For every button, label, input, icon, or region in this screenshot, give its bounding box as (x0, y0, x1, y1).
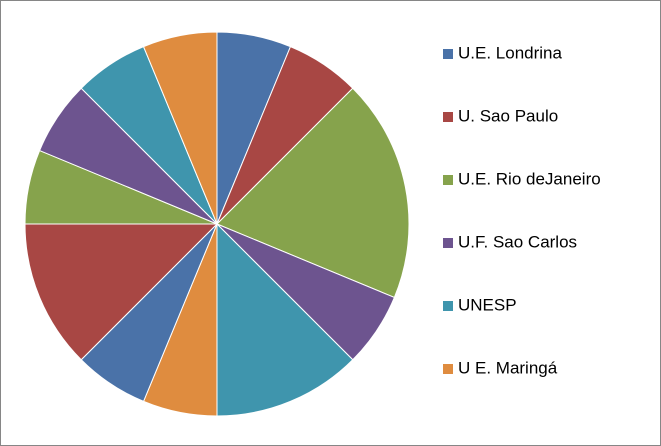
legend-label: U. Sao Paulo (458, 106, 558, 125)
legend-swatch (443, 112, 453, 122)
legend-swatch (443, 238, 453, 248)
legend-label: U.E. Rio deJaneiro (458, 169, 601, 188)
pie-slice (24, 223, 219, 361)
pie-slice (216, 87, 410, 299)
legend-swatch (443, 175, 453, 185)
pie-slice (142, 31, 218, 225)
legend-swatch (443, 364, 453, 374)
legend-swatch (443, 301, 453, 311)
legend-swatch (443, 49, 453, 59)
legend-label: U.F. Sao Carlos (458, 232, 577, 251)
legend-label: U.E. Londrina (458, 43, 562, 62)
legend-label: UNESP (458, 295, 517, 314)
pie-slice (216, 222, 354, 417)
legend-label: U E. Maringá (458, 358, 558, 377)
